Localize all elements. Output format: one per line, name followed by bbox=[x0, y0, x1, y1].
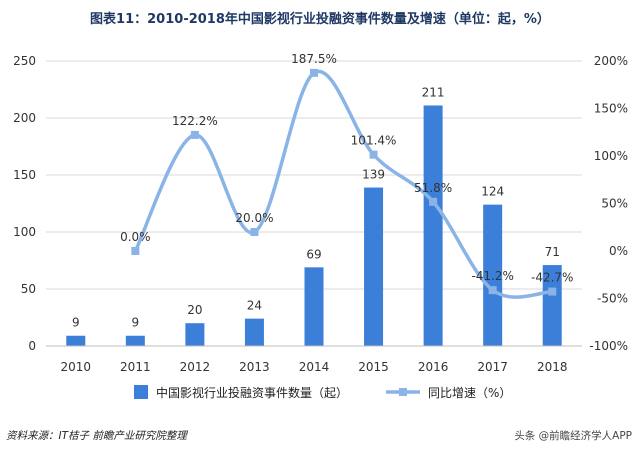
x-tick-label: 2012 bbox=[180, 360, 211, 374]
y-left-tick-label: 0 bbox=[28, 339, 36, 353]
x-tick-label: 2013 bbox=[239, 360, 270, 374]
legend-swatch-bar bbox=[134, 385, 148, 399]
legend-swatch-marker bbox=[399, 388, 407, 396]
y-right-tick-label: -100% bbox=[589, 339, 628, 353]
bar bbox=[66, 335, 86, 346]
x-tick-label: 2018 bbox=[537, 360, 568, 374]
bar-value-label: 211 bbox=[422, 85, 445, 99]
bar-value-label: 20 bbox=[187, 303, 202, 317]
y-left-tick-label: 100 bbox=[13, 225, 36, 239]
line-value-label: 20.0% bbox=[235, 211, 273, 225]
bar-value-label: 139 bbox=[362, 168, 385, 182]
axes: 050100150200250-100%-50%0%50%100%150%200… bbox=[13, 54, 628, 374]
bar-value-label: 9 bbox=[72, 316, 80, 330]
x-tick-label: 2010 bbox=[61, 360, 92, 374]
bar bbox=[304, 267, 324, 346]
bar bbox=[423, 105, 443, 347]
bar-value-label: 69 bbox=[306, 247, 321, 261]
bar bbox=[542, 265, 562, 346]
line-value-label: 101.4% bbox=[351, 134, 397, 148]
y-right-tick-label: 200% bbox=[594, 54, 628, 68]
bar-value-label: 124 bbox=[481, 185, 504, 199]
line-marker bbox=[429, 197, 438, 206]
bar-value-label: 9 bbox=[132, 316, 140, 330]
y-left-tick-label: 250 bbox=[13, 54, 36, 68]
bar-value-label: 71 bbox=[545, 245, 560, 259]
x-tick-label: 2011 bbox=[120, 360, 151, 374]
y-right-tick-label: -50% bbox=[597, 292, 628, 306]
bar bbox=[483, 204, 503, 346]
line-marker bbox=[548, 287, 557, 296]
bar bbox=[244, 318, 264, 346]
y-left-tick-label: 200 bbox=[13, 111, 36, 125]
x-tick-label: 2017 bbox=[477, 360, 508, 374]
line-value-label: 122.2% bbox=[172, 114, 218, 128]
bar bbox=[125, 335, 145, 346]
line-value-label: 51.8% bbox=[414, 181, 452, 195]
line-value-label: 187.5% bbox=[291, 52, 337, 66]
line-marker bbox=[369, 150, 378, 159]
watermark-text: 头条 @前瞻经济学人APP bbox=[514, 430, 632, 442]
line-series bbox=[131, 68, 557, 299]
line-marker bbox=[190, 130, 199, 139]
y-right-tick-label: 150% bbox=[594, 102, 628, 116]
y-left-tick-label: 50 bbox=[21, 282, 36, 296]
x-tick-label: 2014 bbox=[299, 360, 330, 374]
chart-title: 图表11：2010-2018年中国影视行业投融资事件数量及增速（单位：起，%） bbox=[90, 12, 550, 27]
legend-label-bar: 中国影视行业投融资事件数量（起） bbox=[156, 385, 348, 400]
bar-series bbox=[66, 105, 562, 347]
line-value-label: -41.2% bbox=[471, 269, 513, 283]
line-marker bbox=[488, 286, 497, 295]
x-tick-label: 2015 bbox=[358, 360, 389, 374]
bar-value-label: 24 bbox=[247, 299, 262, 313]
line-value-label: 0.0% bbox=[120, 230, 151, 244]
y-right-tick-label: 100% bbox=[594, 149, 628, 163]
y-right-tick-label: 0% bbox=[609, 244, 628, 258]
line-marker bbox=[250, 228, 259, 236]
legend-label-line: 同比增速（%） bbox=[428, 386, 511, 400]
y-left-tick-label: 150 bbox=[13, 168, 36, 182]
bar bbox=[364, 187, 384, 346]
bar bbox=[185, 323, 205, 346]
x-tick-label: 2016 bbox=[418, 360, 449, 374]
legend: 中国影视行业投融资事件数量（起） 同比增速（%） bbox=[134, 385, 511, 400]
line-marker bbox=[310, 68, 318, 77]
source-note: 资料来源：IT桔子 前瞻产业研究院整理 bbox=[6, 430, 187, 442]
data-labels: 9 9 20 24 69 139 211 124 71 0.0% 122.2% 20.0% 187.5%… bbox=[72, 52, 573, 330]
line-value-label: -42.7% bbox=[531, 271, 573, 285]
y-right-tick-label: 50% bbox=[601, 197, 628, 211]
line-marker bbox=[131, 247, 140, 255]
